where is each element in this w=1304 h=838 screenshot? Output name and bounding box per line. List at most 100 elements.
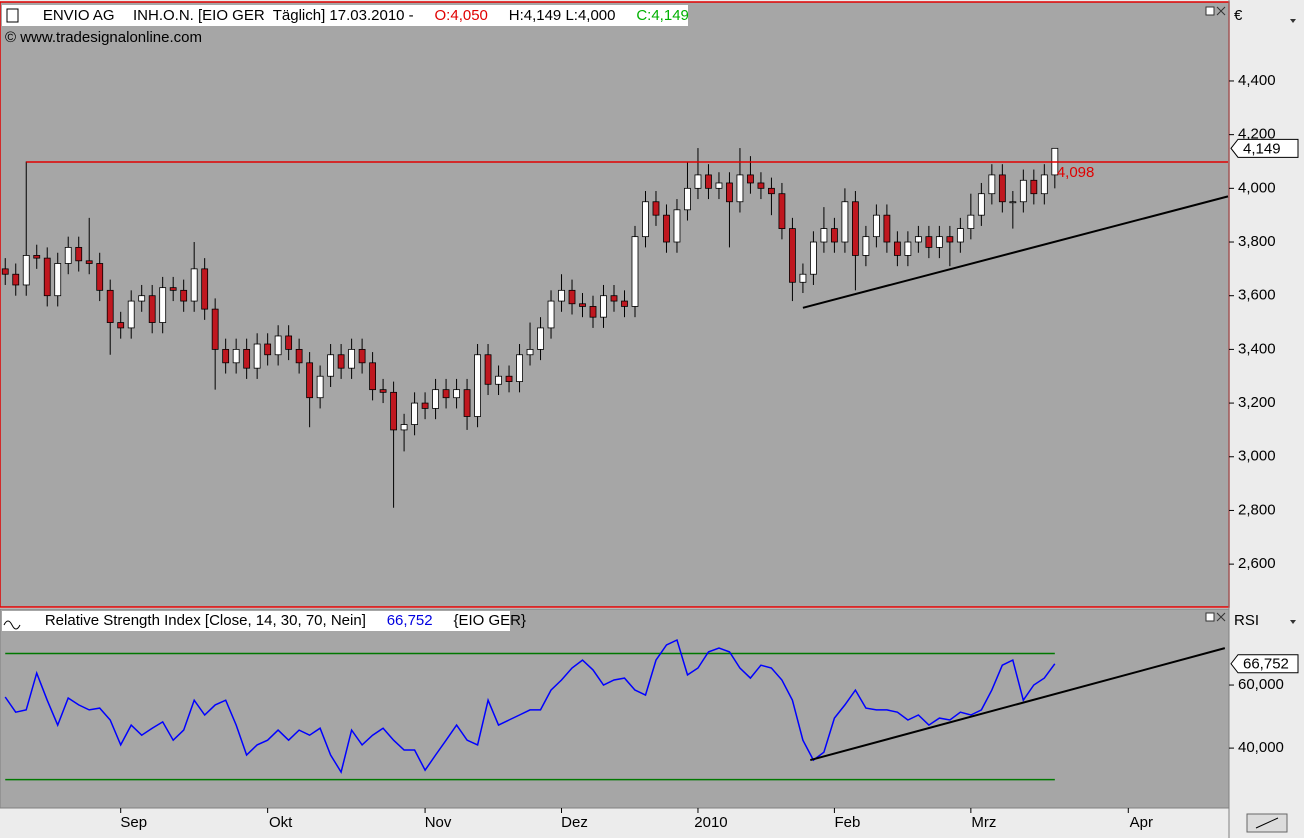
candle-body [621,300,628,307]
candle-body [663,214,670,243]
candle-body [799,273,807,283]
candle-body [106,289,114,323]
y-tick-label: 3,000 [1238,448,1276,465]
candle-body [316,375,324,399]
candle-body [411,402,418,425]
candle-body [589,306,597,318]
candle-body [631,236,639,307]
candle-body [327,354,335,377]
last-value-label: 66,752 [1243,656,1289,673]
candle-body [768,187,775,195]
x-tick-label: Sep [120,814,147,831]
candle-body [820,228,828,243]
scroll-icon [1255,817,1279,829]
price-panel-controls[interactable] [1205,6,1226,16]
restore-button[interactable] [1205,6,1215,16]
candle-body [726,182,733,203]
title-suffix: {EIO GER} [453,612,526,629]
candle-body [285,335,293,350]
candle-body [253,343,261,369]
last-value-label: 4,149 [1243,140,1281,157]
candle-body [1040,174,1048,195]
candle-body [547,300,555,329]
ohlc-label: O:4,050 [435,7,488,24]
candle-body [810,241,817,275]
rsi-panel-controls[interactable] [1205,612,1226,622]
candle-body [64,246,72,264]
candle-body [862,236,870,256]
candle-body [33,255,41,259]
candle-body [977,193,985,216]
candle-body [705,174,712,189]
y-tick-label: 3,400 [1238,340,1276,357]
y-tick-label: 3,600 [1238,287,1276,304]
ohlc-label: C:4,149 [636,7,689,24]
header-box [2,5,688,26]
symbol-icon [6,8,19,23]
rsi-line [4,638,1056,775]
candle-body [295,348,303,364]
candle-body [736,174,744,203]
candle-body [789,228,796,283]
candle-body [400,424,408,431]
candle-body [715,182,723,189]
candle-body [935,236,943,248]
close-button[interactable] [1216,6,1226,16]
x-tick-label: Apr [1130,814,1153,831]
candle-body [852,201,859,256]
candle-body [516,354,523,382]
candle-body [558,289,565,302]
candle-body [505,375,513,382]
candle-body [600,295,607,318]
x-tick-label: 2010 [694,814,727,831]
title: Relative Strength Index [Close, 14, 30, … [45,612,366,629]
candle-body [841,201,849,243]
indicator-icon [3,620,21,630]
candle-body [1019,179,1027,203]
candle-body [379,389,387,393]
candle-body [747,174,754,184]
candle-body [453,389,460,399]
candle-body [75,246,83,262]
candle-body [190,268,198,302]
last-value-box [1230,654,1299,674]
resistance-label: 4,098 [1057,164,1095,181]
candle-body [757,182,765,189]
candle-body [127,300,135,329]
candle-body [495,375,502,385]
rsi-panel [0,608,1230,809]
candle-body [369,362,376,391]
candle-body [579,303,586,307]
candle-body [264,343,272,356]
candle-body [684,187,691,211]
candle-body [85,260,93,264]
currency: € [1234,7,1243,24]
candle-body [222,348,230,364]
y-tick-label: 2,600 [1238,555,1276,572]
y-tick-label: 40,000 [1238,739,1284,756]
x-tick-label: Okt [269,814,293,831]
candle-body [54,263,62,297]
candle-body [12,273,20,286]
x-tick-label: Dez [561,814,588,831]
candle-body [914,236,922,243]
candle-body [117,322,125,329]
title: ENVIO AG [43,7,115,24]
y-tick-label: 4,400 [1238,72,1276,89]
restore-button[interactable] [1205,612,1215,622]
candle-body [831,228,838,243]
rsi-header: Relative Strength Index [Close, 14, 30, … [24,612,539,629]
candle-body [883,214,891,243]
y-tick-label: 60,000 [1238,676,1284,693]
source: © www.tradesignalonline.com [5,29,202,46]
last-value-box [1230,138,1299,158]
candle-body [159,287,167,323]
close-button[interactable] [1216,612,1226,622]
candle-body [43,257,51,297]
candle-body [673,209,681,243]
dropdown-arrow[interactable] [1290,19,1296,23]
candle-body [1030,179,1038,195]
candle-body [537,327,544,350]
dropdown-arrow[interactable] [1290,620,1296,624]
instrument: INH.O.N. [EIO GER Täglich] 17.03.2010 - [133,7,414,24]
